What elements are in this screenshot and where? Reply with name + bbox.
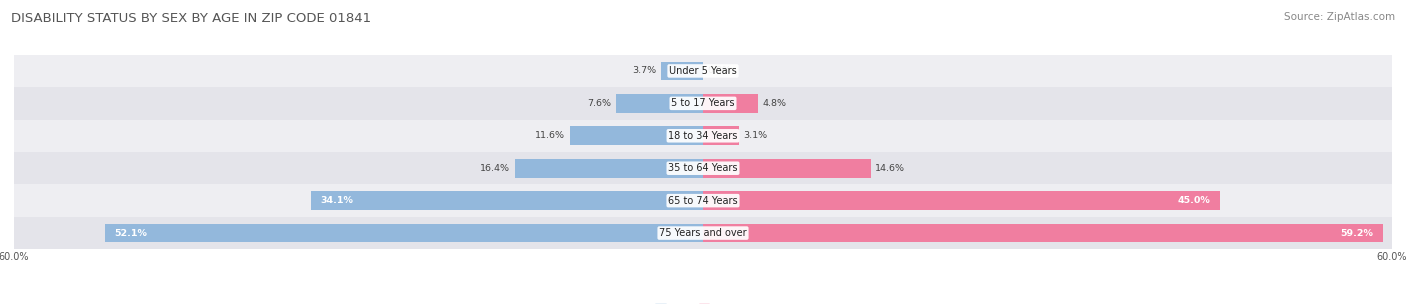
Text: 45.0%: 45.0% [1178,196,1211,205]
Text: Under 5 Years: Under 5 Years [669,66,737,76]
Text: DISABILITY STATUS BY SEX BY AGE IN ZIP CODE 01841: DISABILITY STATUS BY SEX BY AGE IN ZIP C… [11,12,371,25]
Bar [703,126,738,145]
Bar [14,185,1392,217]
Bar [14,217,1392,249]
Text: Source: ZipAtlas.com: Source: ZipAtlas.com [1284,12,1395,22]
Text: 11.6%: 11.6% [536,131,565,140]
Bar [703,224,1382,243]
Bar [703,94,758,113]
Bar [14,55,1392,87]
Text: 14.6%: 14.6% [875,164,905,173]
Text: 0.0%: 0.0% [707,67,731,75]
Bar [14,152,1392,185]
Text: 16.4%: 16.4% [479,164,510,173]
Legend: Male, Female: Male, Female [651,300,755,304]
Bar [14,87,1392,119]
Bar [312,191,703,210]
Text: 5 to 17 Years: 5 to 17 Years [671,98,735,108]
Bar [105,224,703,243]
Bar [616,94,703,113]
Text: 3.7%: 3.7% [631,67,657,75]
Bar [703,191,1219,210]
Text: 52.1%: 52.1% [114,229,146,237]
Text: 34.1%: 34.1% [321,196,353,205]
Text: 35 to 64 Years: 35 to 64 Years [668,163,738,173]
Text: 75 Years and over: 75 Years and over [659,228,747,238]
Text: 4.8%: 4.8% [762,99,787,108]
Text: 18 to 34 Years: 18 to 34 Years [668,131,738,141]
Bar [703,159,870,178]
Text: 7.6%: 7.6% [588,99,612,108]
Bar [14,119,1392,152]
Bar [661,61,703,80]
Text: 3.1%: 3.1% [744,131,768,140]
Text: 59.2%: 59.2% [1341,229,1374,237]
Bar [569,126,703,145]
Text: 65 to 74 Years: 65 to 74 Years [668,196,738,206]
Bar [515,159,703,178]
